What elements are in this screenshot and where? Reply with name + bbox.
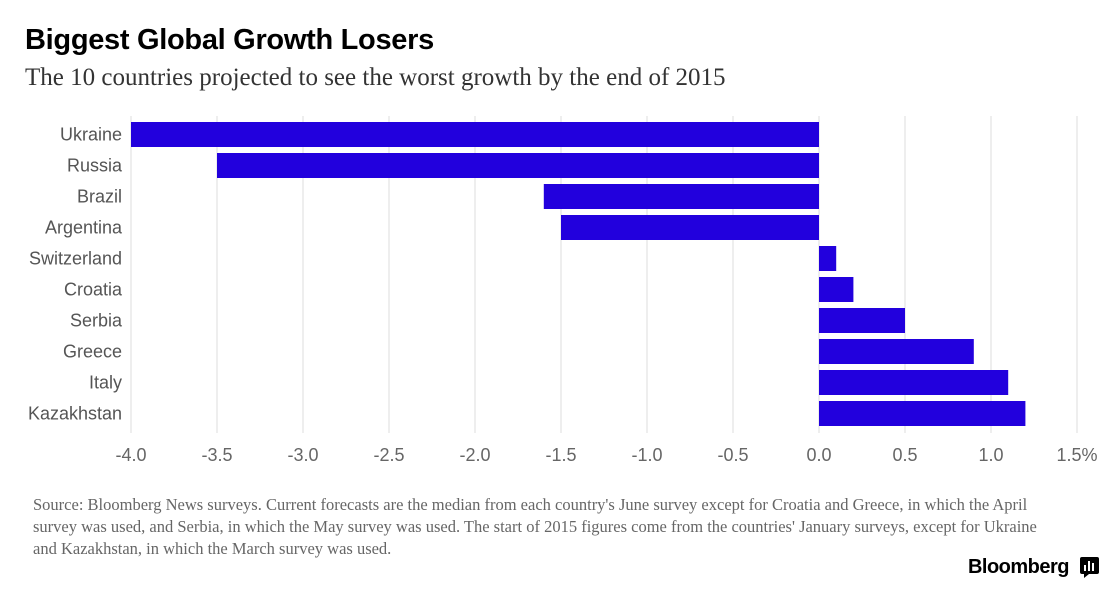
bar-argentina <box>561 215 819 240</box>
bar-serbia <box>819 308 905 333</box>
x-tick-label: 1.0 <box>978 445 1003 465</box>
bar-kazakhstan <box>819 401 1026 426</box>
source-footnote: Source: Bloomberg News surveys. Current … <box>33 495 1037 558</box>
bar-ukraine <box>131 122 819 147</box>
x-tick-label: -3.5 <box>201 445 232 465</box>
bar-croatia <box>819 277 854 302</box>
x-tick-label: 0.0 <box>806 445 831 465</box>
category-label: Switzerland <box>29 249 122 269</box>
x-tick-label: 0.5 <box>892 445 917 465</box>
category-label: Serbia <box>70 311 123 331</box>
x-tick-label: -1.0 <box>631 445 662 465</box>
x-tick-label: -1.5 <box>545 445 576 465</box>
bar-greece <box>819 339 974 364</box>
category-label: Kazakhstan <box>28 404 122 424</box>
bloomberg-logo-text: Bloomberg <box>967 556 1070 578</box>
x-tick-label: -4.0 <box>115 445 146 465</box>
chart-subtitle: The 10 countries projected to see the wo… <box>25 64 726 91</box>
bar-italy <box>819 370 1009 395</box>
category-label: Italy <box>89 373 122 393</box>
x-tick-label: -2.0 <box>459 445 490 465</box>
bar-brazil <box>543 184 819 209</box>
bar-chart: Ukraine Russia Brazil Argentina Switzerland C… <box>28 116 1098 465</box>
x-tick-label: 1.5% <box>1056 445 1097 465</box>
category-label: Ukraine <box>60 125 122 145</box>
x-tick-label: -2.5 <box>373 445 404 465</box>
category-label: Brazil <box>77 187 122 207</box>
x-tick-label: -3.0 <box>287 445 318 465</box>
category-label: Greece <box>63 342 122 362</box>
category-label: Russia <box>67 156 123 176</box>
category-label: Croatia <box>64 280 123 300</box>
bar-switzerland <box>819 246 837 271</box>
category-label: Argentina <box>45 218 123 238</box>
x-tick-label: -0.5 <box>717 445 748 465</box>
chart-title: Biggest Global Growth Losers <box>25 24 434 56</box>
bloomberg-logo-icon <box>1080 557 1099 578</box>
bar-russia <box>217 153 819 178</box>
